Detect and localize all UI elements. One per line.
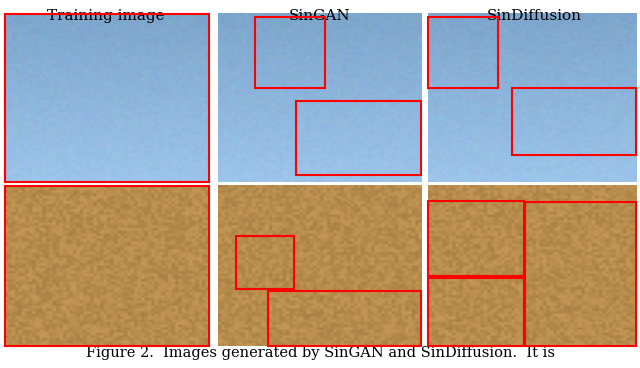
Text: Training image: Training image [47,9,164,23]
Text: Figure 2.  Images generated by SinGAN and SinDiffusion.  It is: Figure 2. Images generated by SinGAN and… [86,346,554,360]
Bar [512,88,636,155]
Bar [428,201,524,276]
Bar [428,278,524,346]
Bar [5,186,209,346]
Bar [268,291,421,346]
Text: SinGAN: SinGAN [289,9,351,23]
Bar [428,17,498,88]
Bar [255,17,325,88]
Bar [5,14,209,182]
Bar [236,236,294,289]
Bar [525,202,636,346]
Text: SinDiffusion: SinDiffusion [487,9,582,23]
Bar [296,101,421,175]
